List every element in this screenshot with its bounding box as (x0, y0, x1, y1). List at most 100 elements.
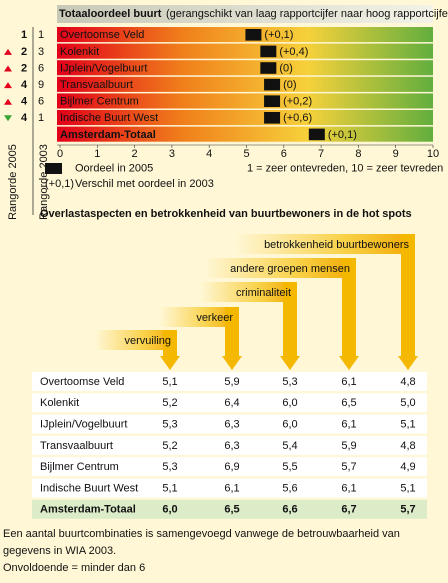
x-tick-label: 2 (132, 148, 138, 160)
table-cell: 6,5 (224, 504, 239, 516)
category-label: Transvaalbuurt (60, 79, 133, 91)
row-label: IJplein/Vogelbuurt (40, 419, 127, 431)
value-label: 5,8 (261, 46, 276, 58)
value-label: 5,8 (261, 62, 276, 74)
value-label: 5,4 (246, 29, 262, 41)
value-box (264, 95, 281, 107)
category-label: Kolenkit (60, 46, 99, 58)
row-band (57, 110, 433, 126)
table-cell: 5,3 (162, 461, 177, 473)
x-tick-label: 6 (281, 148, 287, 160)
rank-2005: 2 (21, 62, 27, 74)
footnote: Onvoldoende = minder dan 6 (3, 562, 145, 574)
value-box (264, 112, 281, 124)
arrow-band (95, 330, 177, 350)
table-cell: 6,0 (282, 419, 297, 431)
trend-down-arrow (4, 115, 12, 122)
table-cell: 6,4 (224, 397, 239, 409)
x-tick-label: 9 (393, 148, 399, 160)
legend-sample-value: 7 (50, 162, 56, 174)
legend-sample-change: (+0,1) (45, 178, 74, 190)
table-cell: 5,7 (341, 461, 356, 473)
table-cell: 5,1 (400, 482, 415, 494)
rank-2003: 9 (38, 79, 44, 91)
trend-up-arrow (4, 48, 12, 55)
rank-2003: 6 (38, 62, 44, 74)
table-row (32, 478, 427, 498)
table-row (32, 457, 427, 477)
table-row (32, 393, 427, 413)
arrow-shaft (160, 330, 180, 370)
x-tick-label: 8 (355, 148, 361, 160)
table-cell: 6,3 (224, 440, 239, 452)
table-cell: 5,4 (282, 440, 297, 452)
title-band (57, 5, 433, 23)
rank-2005: 1 (21, 29, 27, 41)
chart-subtitle: (gerangschikt van laag rapportcijfer naa… (166, 8, 448, 20)
row-band (57, 76, 433, 92)
rank-2003: 1 (38, 112, 44, 124)
table-cell: 6,7 (341, 504, 356, 516)
trend-up-arrow (4, 98, 12, 105)
table-cell: 5,3 (282, 376, 297, 388)
table-cell: 6,0 (162, 504, 177, 516)
category-label: Bijlmer Centrum (60, 96, 139, 108)
row-band (57, 43, 433, 59)
table-cell: 4,9 (400, 461, 415, 473)
category-label: IJplein/Vogelbuurt (60, 62, 147, 74)
table-cell: 6,9 (224, 461, 239, 473)
table-row (32, 435, 427, 455)
arrow-shaft (222, 307, 242, 370)
arrow-shaft (280, 282, 300, 370)
x-tick-label: 5 (243, 148, 249, 160)
arrow-shaft (398, 234, 418, 370)
row-label: Transvaalbuurt (40, 440, 113, 452)
legend-scale-text: 1 = zeer ontevreden, 10 = zeer tevreden (247, 162, 443, 174)
change-label: (+0,6) (283, 112, 312, 124)
rank-2005: 2 (21, 46, 27, 58)
trend-up-arrow (4, 65, 12, 72)
arrow-band (160, 307, 239, 327)
table-cell: 5,2 (162, 397, 177, 409)
rank-2005: 4 (21, 112, 28, 124)
table-cell: 5,2 (162, 440, 177, 452)
rank-2005: 4 (21, 96, 28, 108)
table-row (32, 372, 427, 391)
x-tick-label: 0 (57, 148, 63, 160)
row-band (57, 60, 433, 76)
column-header: betrokkenheid buurtbewoners (264, 239, 409, 251)
arrow-band (205, 258, 356, 278)
footnote: gegevens in WIA 2003. (3, 545, 116, 557)
table-cell: 6,1 (341, 419, 356, 431)
row-band (57, 27, 433, 43)
row-label: Amsterdam-Totaal (40, 504, 136, 516)
legend-value-box (45, 163, 62, 174)
value-label: 5,9 (264, 79, 279, 91)
value-box (308, 128, 325, 141)
row-band (57, 93, 433, 109)
table-cell: 5,1 (162, 376, 177, 388)
x-tick-label: 7 (318, 148, 324, 160)
change-label: (0) (283, 79, 296, 91)
table-row (32, 414, 427, 434)
table-cell: 5,0 (400, 397, 415, 409)
value-box (260, 62, 277, 74)
table-cell: 6,6 (282, 504, 297, 516)
value-box (245, 29, 262, 41)
table-title: Overlastaspecten en betrokkenheid van bu… (40, 208, 412, 220)
value-label: 5,9 (264, 96, 279, 108)
trend-up-arrow (4, 82, 12, 89)
arrow-shaft (339, 258, 359, 370)
row-label: Bijlmer Centrum (40, 461, 119, 473)
table-cell: 5,1 (162, 482, 177, 494)
column-header: verkeer (196, 312, 233, 324)
category-label: Amsterdam-Totaal (60, 129, 156, 141)
row-band (57, 126, 433, 142)
arrow-band (200, 282, 297, 302)
rank-2003: 3 (38, 46, 44, 58)
table-cell: 5,1 (400, 419, 415, 431)
value-label: 5,9 (264, 112, 279, 124)
footnote: Een aantal buurtcombinaties is samengevo… (3, 528, 400, 540)
rank-2005-label: Rangorde 2005 (7, 144, 19, 220)
table-cell: 5,7 (400, 504, 415, 516)
